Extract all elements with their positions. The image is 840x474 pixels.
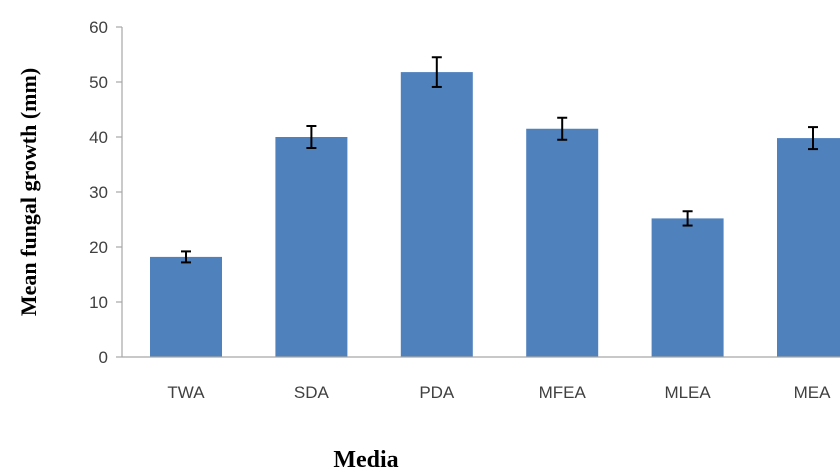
bar-mlea: [651, 218, 724, 357]
x-tick-label: MFEA: [539, 383, 587, 402]
bar-mfea: [526, 128, 599, 357]
y-axis: 0 10 20 30 40 50 60: [89, 18, 123, 367]
x-tick-label: SDA: [294, 383, 330, 402]
bar-sda: [275, 137, 348, 357]
bar-mea: [777, 138, 840, 357]
error-bars: [181, 56, 818, 264]
x-tick-label: MEA: [794, 383, 832, 402]
y-tick-label: 10: [89, 293, 108, 312]
error-bar-mlea: [682, 210, 693, 227]
y-tick-label: 20: [89, 238, 108, 257]
x-tick-label: PDA: [419, 383, 455, 402]
error-bar-sda: [306, 125, 317, 149]
error-bar-pda: [431, 56, 442, 88]
error-bar-mfea: [557, 116, 568, 141]
bars: [150, 72, 840, 357]
y-tick-label: 50: [89, 73, 108, 92]
y-tick-label: 40: [89, 128, 108, 147]
y-tick-label: 30: [89, 183, 108, 202]
y-tick-label: 0: [99, 348, 108, 367]
y-axis-label: Mean fungal growth (mm): [16, 68, 41, 316]
bar-twa: [150, 256, 222, 357]
x-tick-label: TWA: [167, 383, 205, 402]
error-bar-mea: [808, 126, 818, 151]
x-tick-label: MLEA: [664, 383, 711, 402]
bar-pda: [400, 72, 473, 357]
y-tick-label: 60: [89, 18, 108, 37]
error-bar-twa: [181, 250, 191, 264]
x-axis: TWA SDA PDA MFEA MLEA MEA: [122, 356, 840, 402]
x-axis-label: Media: [333, 447, 398, 473]
